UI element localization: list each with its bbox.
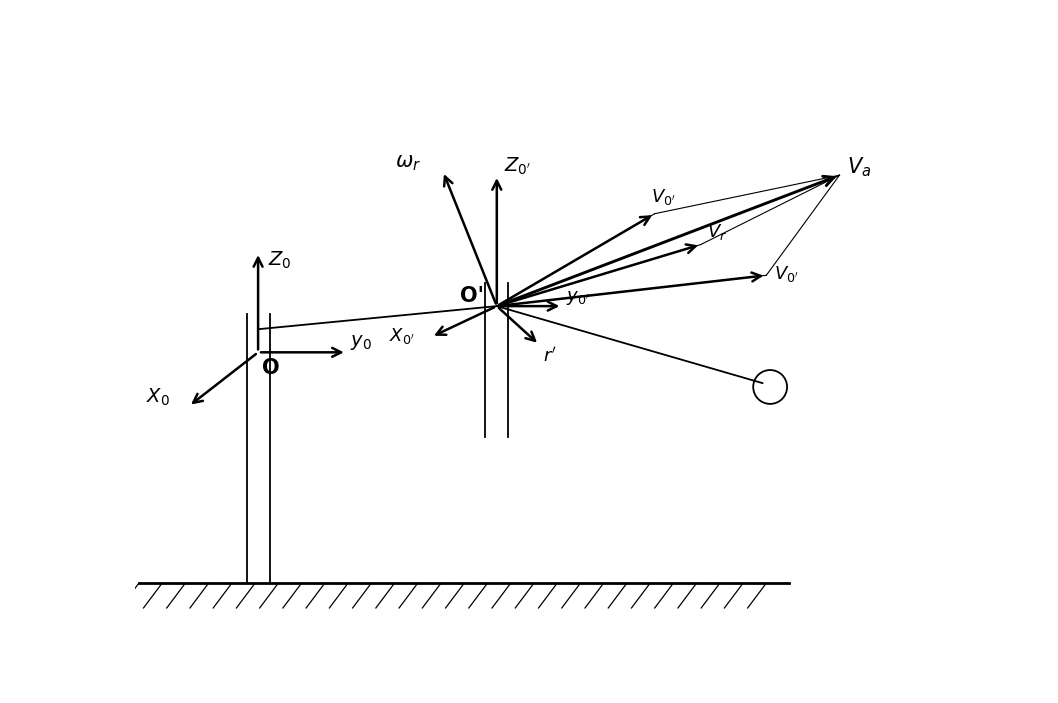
Text: $X_0$: $X_0$ xyxy=(146,387,170,408)
Text: $\omega_r$: $\omega_r$ xyxy=(395,153,421,173)
Text: $V_{0'}$: $V_{0'}$ xyxy=(774,264,799,284)
Text: $X_{0'}$: $X_{0'}$ xyxy=(389,325,415,346)
Text: $r'$: $r'$ xyxy=(543,347,557,366)
Text: $V_{0'}$: $V_{0'}$ xyxy=(651,187,676,207)
Text: $y_{0'}$: $y_{0'}$ xyxy=(566,289,589,307)
Text: O': O' xyxy=(460,286,484,307)
Text: $y_0$: $y_0$ xyxy=(350,333,372,352)
Text: O: O xyxy=(262,358,279,378)
Text: $Z_0$: $Z_0$ xyxy=(268,250,292,271)
Text: $V_a$: $V_a$ xyxy=(847,155,872,179)
Text: $Z_{0'}$: $Z_{0'}$ xyxy=(505,155,531,176)
Text: $V_r$: $V_r$ xyxy=(707,222,727,242)
